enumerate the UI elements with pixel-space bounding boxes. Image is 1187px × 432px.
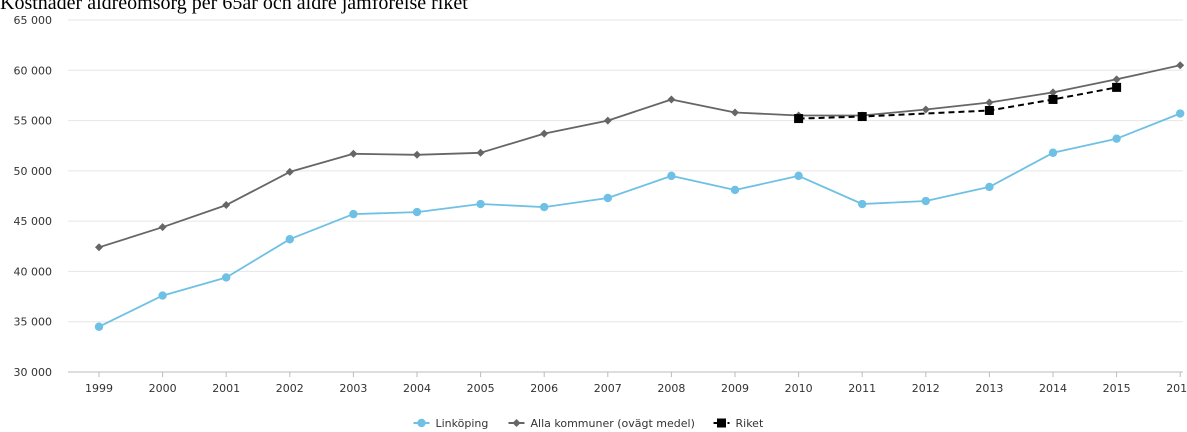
data-point: [412, 207, 422, 217]
x-tick-label: 2015: [1103, 382, 1131, 395]
x-tick-label: 2014: [1039, 382, 1067, 395]
data-point: [413, 150, 421, 159]
series-group: [94, 61, 1185, 331]
data-point: [285, 235, 294, 244]
data-point: [1112, 134, 1121, 143]
grid-lines: [68, 19, 1183, 373]
y-tick-label: 50 000: [14, 165, 53, 178]
data-point: [540, 129, 549, 138]
x-tick-label: 2013: [975, 382, 1003, 395]
series-0: [94, 109, 1185, 331]
data-point: [285, 167, 294, 176]
x-tick-label: 2001: [212, 382, 240, 395]
y-tick-label: 60 000: [14, 64, 53, 77]
x-tick-label: 2006: [530, 382, 558, 395]
x-tick-label: 2005: [467, 382, 495, 395]
legend-swatch-marker: [717, 418, 726, 428]
y-tick-label: 40 000: [14, 265, 53, 278]
data-point: [222, 201, 231, 210]
x-tick-label: 2000: [149, 382, 177, 395]
y-tick-label: 45 000: [14, 215, 53, 228]
y-tick-label: 35 000: [14, 316, 53, 329]
data-point: [95, 243, 103, 252]
data-point: [1049, 88, 1057, 97]
y-axis: 30 000 35 000 40 000 45 000 50 000 55 000 60 0…: [14, 14, 53, 379]
series-line: [798, 86, 1117, 120]
data-point: [1048, 148, 1058, 157]
data-point: [349, 209, 358, 219]
data-point: [730, 185, 740, 195]
legend: Linköping Alla kommuner (ovägt medel) Rike…: [413, 417, 764, 430]
legend-item-2: Riket: [713, 417, 764, 430]
legend-label: Linköping: [436, 417, 489, 430]
data-point: [603, 116, 612, 125]
data-point: [1112, 82, 1122, 92]
data-point: [603, 193, 612, 203]
data-point: [667, 171, 676, 181]
legend-item-1: Alla kommuner (ovägt medel): [508, 417, 695, 430]
data-point: [667, 95, 676, 104]
data-point: [1112, 75, 1121, 84]
data-point: [731, 108, 739, 117]
x-tick-label: 1999: [85, 382, 113, 395]
data-point: [857, 112, 867, 122]
legend-swatch-marker: [512, 419, 521, 427]
data-point: [222, 273, 231, 282]
data-point: [794, 114, 804, 124]
data-point: [349, 149, 358, 158]
y-tick-label: 65 000: [14, 14, 53, 27]
x-tick-label: 2012: [912, 382, 940, 395]
series-line: [98, 64, 1181, 249]
data-point: [158, 223, 167, 232]
data-point: [158, 291, 167, 300]
data-point: [94, 322, 104, 331]
data-point: [921, 196, 930, 206]
series-1: [95, 61, 1185, 252]
data-point: [1048, 94, 1058, 104]
x-tick-label: 2004: [403, 382, 431, 395]
data-point: [985, 182, 994, 192]
data-point: [921, 105, 930, 114]
x-tick-label: 2003: [339, 382, 367, 395]
x-tick-label: 2002: [276, 382, 304, 395]
data-point: [985, 98, 994, 107]
data-point: [858, 199, 867, 209]
data-point: [984, 106, 994, 116]
x-tick-label: 2011: [848, 382, 876, 395]
x-tick-label: 2007: [594, 382, 622, 395]
legend-item-0: Linköping: [413, 417, 489, 430]
data-point: [794, 171, 803, 181]
data-point: [476, 199, 485, 209]
legend-swatch-marker: [417, 418, 426, 428]
data-point: [1176, 109, 1185, 118]
data-point: [476, 148, 485, 157]
chart-title: Kostnader äldreomsorg per 65år och äldre…: [0, 0, 468, 14]
legend-label: Alla kommuner (ovägt medel): [531, 417, 695, 430]
y-tick-label: 55 000: [14, 115, 53, 128]
legend-label: Riket: [736, 417, 764, 430]
x-tick-label: 2010: [785, 382, 813, 395]
data-point: [1176, 61, 1185, 70]
x-tick-label: 2016: [1166, 382, 1187, 395]
series-line: [98, 112, 1181, 328]
x-axis: 1999 2000 2001 2002 2003 2004 2005 2006 2007 2008…: [85, 372, 1187, 395]
x-tick-label: 2009: [721, 382, 749, 395]
x-tick-label: 2008: [657, 382, 685, 395]
y-tick-label: 30 000: [14, 366, 53, 379]
data-point: [540, 202, 549, 212]
series-2: [794, 82, 1122, 124]
